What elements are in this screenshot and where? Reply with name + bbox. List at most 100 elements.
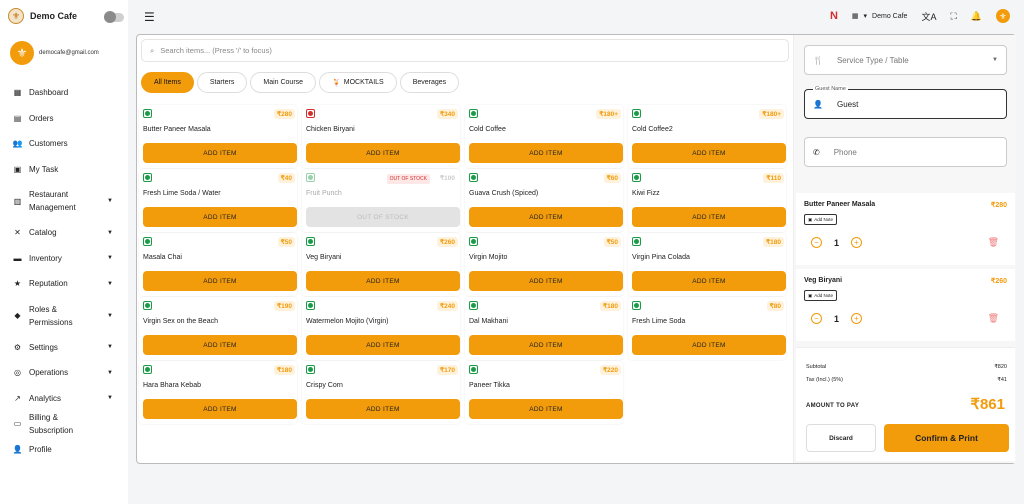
item-name: Fresh Lime Soda / Water xyxy=(143,190,221,197)
sidebar-item-label: Orders xyxy=(29,113,54,123)
add-item-button[interactable]: ADD ITEM xyxy=(632,207,786,227)
add-item-button[interactable]: ADD ITEM xyxy=(143,335,297,355)
increase-qty-button[interactable]: + xyxy=(851,313,863,324)
sidebar-item-catalog[interactable]: ✕ Catalog ▼ xyxy=(0,220,128,246)
veg-indicator-icon xyxy=(632,173,641,182)
sidebar-item-label: Catalog xyxy=(29,228,57,238)
service-type-select[interactable]: 🍴 Service Type / Table ▼ xyxy=(804,45,1007,75)
user-menu-icon[interactable]: ⚜ xyxy=(996,9,1010,23)
phone-field[interactable]: ✆ Phone xyxy=(804,137,1007,167)
decrease-qty-button[interactable]: − xyxy=(811,313,822,324)
brand[interactable]: ⚜ Demo Cafe xyxy=(8,8,77,24)
add-item-button[interactable]: ADD ITEM xyxy=(632,335,786,355)
sidebar-item-label: Operations xyxy=(29,368,69,378)
sidebar-item-orders[interactable]: ▤ Orders xyxy=(0,106,128,132)
partner-logo-icon[interactable]: N xyxy=(829,10,838,22)
translate-icon[interactable]: 文A xyxy=(921,11,937,22)
add-item-button[interactable]: ADD ITEM xyxy=(143,207,297,227)
sidebar-item-label: Restaurant Management xyxy=(29,190,76,212)
confirm-print-button[interactable]: Confirm & Print xyxy=(884,424,1009,452)
add-item-button[interactable]: ADD ITEM xyxy=(469,335,623,355)
guest-name-label: Guest Name xyxy=(813,86,848,92)
add-item-button[interactable]: ADD ITEM xyxy=(469,207,623,227)
search-bar[interactable]: ⌕ Search items... (Press '/' to focus) xyxy=(141,39,789,62)
add-item-button[interactable]: ADD ITEM xyxy=(306,143,460,163)
trash-icon[interactable]: 🗑 xyxy=(987,313,999,323)
sidebar-item-roles-permissions[interactable]: ◆ Roles & Permissions ▼ xyxy=(0,297,128,335)
add-note-button[interactable]: ▣ Add Note xyxy=(804,290,838,301)
sidebar-item-my-task[interactable]: ▣ My Task xyxy=(0,157,128,183)
order-totals: Subtotal ₹820 Tax (Incl.) (5%) ₹41 AMOUN… xyxy=(796,347,1015,461)
tab-mocktails[interactable]: 🍹 MOCKTAILS xyxy=(319,72,397,93)
sidebar-item-label: Customers xyxy=(29,139,68,149)
veg-indicator-icon xyxy=(469,109,478,118)
increase-qty-button[interactable]: + xyxy=(851,237,863,248)
sidebar-item-dashboard[interactable]: ▦ Dashboard xyxy=(0,80,128,106)
item-price: ₹60 xyxy=(603,173,621,183)
quantity-stepper: − 1 + xyxy=(811,313,863,324)
veg-indicator-icon xyxy=(143,173,152,182)
add-item-button[interactable]: ADD ITEM xyxy=(632,271,786,291)
add-item-button[interactable]: ADD ITEM xyxy=(632,143,786,163)
add-item-button[interactable]: ADD ITEM xyxy=(469,271,623,291)
store-selector[interactable]: ▦ ▾ Demo Cafe xyxy=(852,12,908,21)
avatar: ⚜ xyxy=(10,41,34,65)
search-input[interactable]: Search items... (Press '/' to focus) xyxy=(160,46,272,55)
veg-indicator-icon xyxy=(143,301,152,310)
pos-panel: ⌕ Search items... (Press '/' to focus) A… xyxy=(136,34,1016,464)
sidebar-item-operations[interactable]: ◎ Operations ▼ xyxy=(0,360,128,386)
out-of-stock-badge: OUT OF STOCK xyxy=(386,174,430,184)
sidebar-item-analytics[interactable]: ↗ Analytics ▼ xyxy=(0,386,128,412)
tab-main-course[interactable]: Main Course xyxy=(250,72,317,93)
sidebar-item-reputation[interactable]: ★ Reputation ▼ xyxy=(0,271,128,297)
store-icon: ▥ xyxy=(13,196,22,206)
add-item-button[interactable]: ADD ITEM xyxy=(143,271,297,291)
phone-placeholder: Phone xyxy=(833,147,857,157)
sidebar-item-restaurant-management[interactable]: ▥ Restaurant Management ▼ xyxy=(0,182,128,220)
discard-button[interactable]: Discard xyxy=(806,424,876,452)
tab-label: All Items xyxy=(154,79,181,86)
menu-icon[interactable]: ☰ xyxy=(144,10,155,24)
add-item-button[interactable]: ADD ITEM xyxy=(306,335,460,355)
sidebar: ⚜ Demo Cafe ⚜ democafe@gmail.com ▦ Dashbo… xyxy=(0,0,128,504)
sidebar-nav: ▦ Dashboard ▤ Orders 👥 Customers ▣ My Task ▥ Rest… xyxy=(0,80,128,462)
tab-starters[interactable]: Starters xyxy=(196,72,248,93)
guest-name-field[interactable]: Guest Name 👤 Guest xyxy=(804,86,1007,119)
sidebar-item-profile[interactable]: 👤 Profile xyxy=(0,437,128,463)
item-price: ₹220 xyxy=(600,365,621,375)
menu-item-card: ₹220 Paneer Tikka ADD ITEM xyxy=(465,361,623,424)
add-item-button[interactable]: ADD ITEM xyxy=(469,143,623,163)
sidebar-item-settings[interactable]: ⚙ Settings ▼ xyxy=(0,335,128,361)
sidebar-item-billing-subscription[interactable]: ▭ Billing & Subscription xyxy=(0,411,128,437)
add-item-button[interactable]: ADD ITEM xyxy=(143,399,297,419)
decrease-qty-button[interactable]: − xyxy=(811,237,822,248)
item-name: Virgin Pina Colada xyxy=(632,254,690,261)
tab-beverages[interactable]: Beverages xyxy=(399,72,460,93)
item-price: ₹50 xyxy=(603,237,621,247)
bell-icon[interactable]: 🔔 xyxy=(970,10,982,21)
add-item-button[interactable]: ADD ITEM xyxy=(143,143,297,163)
item-price: ₹110 xyxy=(763,173,784,183)
add-item-button[interactable]: ADD ITEM xyxy=(306,271,460,291)
theme-toggle[interactable] xyxy=(104,11,124,23)
quantity-value: 1 xyxy=(834,237,840,248)
fullscreen-icon[interactable]: ⛶ xyxy=(950,10,957,21)
chevron-down-icon: ▼ xyxy=(107,229,113,236)
add-item-button[interactable]: ADD ITEM xyxy=(306,399,460,419)
sidebar-item-label: My Task xyxy=(29,164,59,174)
guest-name-value: Guest xyxy=(836,99,859,109)
chevron-down-icon: ▼ xyxy=(107,280,113,287)
sidebar-item-inventory[interactable]: ▬ Inventory ▼ xyxy=(0,246,128,272)
add-item-button[interactable]: ADD ITEM xyxy=(469,399,623,419)
item-name: Fruit Punch xyxy=(306,190,342,197)
sidebar-item-customers[interactable]: 👥 Customers xyxy=(0,131,128,157)
profile-card[interactable]: ⚜ democafe@gmail.com xyxy=(10,41,99,65)
sidebar-item-label: Billing & Subscription xyxy=(29,412,74,435)
tab-all-items[interactable]: All Items xyxy=(141,72,194,93)
tab-label: Main Course xyxy=(263,79,304,86)
menu-item-card: ₹40 Fresh Lime Soda / Water ADD ITEM xyxy=(139,169,297,232)
subtotal-value: ₹820 xyxy=(994,364,1007,370)
add-note-button[interactable]: ▣ Add Note xyxy=(804,214,838,225)
cafe-logo-icon: ⚜ xyxy=(8,8,24,24)
trash-icon[interactable]: 🗑 xyxy=(987,237,999,247)
